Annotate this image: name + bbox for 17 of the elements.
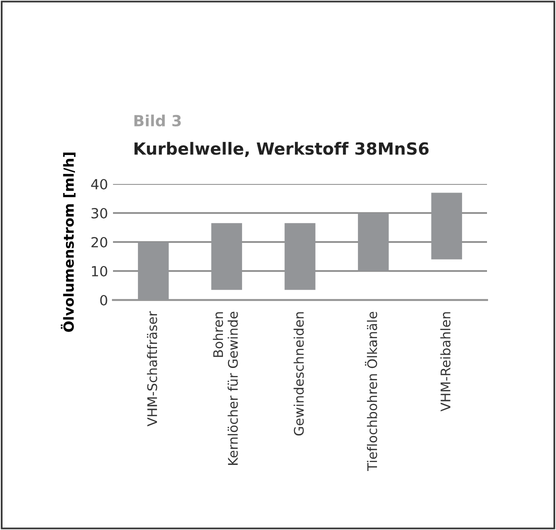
y-tick-label: 40: [91, 178, 108, 190]
bar: [358, 213, 389, 271]
y-tick-label: 10: [92, 266, 108, 276]
bar: [284, 223, 316, 290]
bar: [211, 223, 242, 290]
x-tick-label: Tieflochbohren Ölkanäle: [364, 312, 378, 471]
x-tick-label: VHM-Schaftfräser: [146, 311, 158, 426]
x-tick-label: Bohren Kernlöcher für Gewinde: [212, 312, 238, 465]
bar: [431, 192, 462, 260]
chart-title: Kurbelwelle, Werkstoff 38MnS6: [134, 142, 429, 157]
x-tick-label: VHM-Reibahlen: [440, 312, 450, 412]
y-axis-title: Ölvolumenstrom [ml/h]: [60, 152, 76, 332]
y-tick-label: 20: [91, 236, 108, 248]
y-tick-label: 30: [92, 208, 108, 218]
y-tick-label: 0: [100, 294, 108, 306]
x-tick-label: Gewindeschneiden: [294, 312, 304, 436]
chart-subtitle: Bild 3: [134, 114, 181, 126]
